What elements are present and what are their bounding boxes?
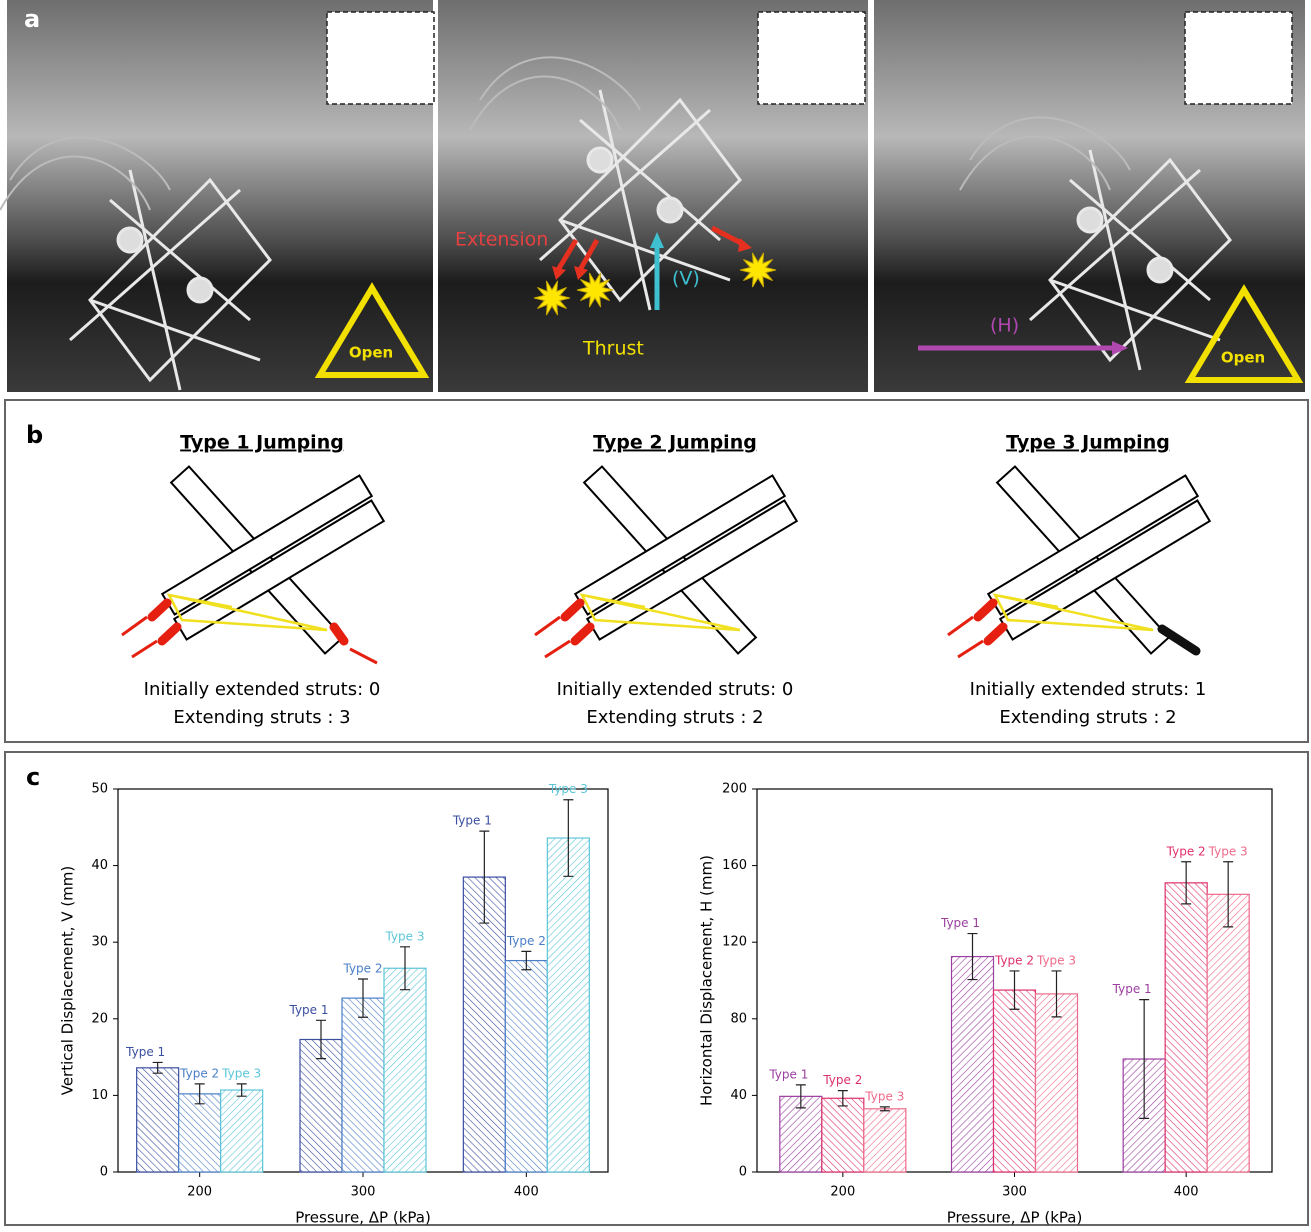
photo-panel: a Extension (V) Thrust (H) Open Open (0, 0, 1305, 392)
bar-label: Type 1 (768, 1067, 808, 1081)
bar-label: Type 1 (940, 916, 980, 930)
y-tick-label: 50 (91, 782, 108, 797)
y-tick-label: 120 (722, 935, 747, 950)
annotation: Thrust (582, 338, 644, 360)
diagram-caption: Initially extended struts: 0 (557, 679, 794, 700)
annotation: Extension (455, 229, 548, 251)
annotation: (H) (990, 315, 1019, 337)
bar-label: Type 3 (1036, 953, 1076, 967)
y-tick-label: 40 (730, 1088, 747, 1103)
y-tick-label: 0 (100, 1165, 108, 1180)
y-tick-label: 20 (91, 1011, 108, 1026)
open-label: Open (1221, 349, 1265, 367)
figure: a Extension (V) Thrust (H) Open Open b c… (0, 0, 1311, 1228)
diagram-caption: Initially extended struts: 0 (144, 679, 381, 700)
panel-label: c (26, 763, 40, 791)
bar-label: Type 3 (548, 782, 588, 796)
x-tick-label: 400 (1174, 1185, 1199, 1200)
bar-label: Type 1 (1112, 982, 1152, 996)
bar-label: Type 3 (221, 1066, 261, 1080)
y-tick-label: 80 (730, 1011, 747, 1026)
panel-label: b (26, 421, 43, 449)
bar (994, 990, 1036, 1172)
bar-label: Type 2 (342, 961, 382, 975)
bar (864, 1109, 906, 1172)
bar-label: Type 1 (288, 1003, 328, 1017)
bar-label: Type 2 (822, 1073, 862, 1087)
bar (952, 957, 994, 1172)
bar (137, 1068, 179, 1172)
annotation: (V) (672, 268, 700, 290)
bar (384, 968, 426, 1172)
bar (342, 998, 384, 1172)
diagram-caption: Extending struts : 3 (173, 707, 350, 728)
x-axis-label: Pressure, ΔP (kPa) (947, 1209, 1083, 1227)
bar-label: Type 1 (125, 1045, 165, 1059)
bar (1036, 994, 1078, 1172)
bar (300, 1039, 342, 1172)
x-tick-label: 300 (351, 1185, 376, 1200)
page: {"panel_a":{"label":"a","annotations":{"… (0, 0, 1311, 1232)
x-tick-label: 400 (514, 1185, 539, 1200)
y-tick-label: 200 (722, 782, 747, 797)
bar-label: Type 1 (452, 814, 492, 828)
x-axis-label: Pressure, ΔP (kPa) (295, 1209, 431, 1227)
bar (221, 1090, 263, 1172)
bar-label: Type 2 (1166, 844, 1206, 858)
y-axis-label: Vertical Displacement, V (mm) (59, 866, 77, 1096)
diagram-caption: Extending struts : 2 (999, 707, 1176, 728)
open-label: Open (349, 344, 393, 362)
y-tick-label: 10 (91, 1088, 108, 1103)
bar-label: Type 3 (864, 1089, 904, 1103)
diagram-caption: Extending struts : 2 (586, 707, 763, 728)
y-tick-label: 0 (739, 1165, 747, 1180)
bar-label: Type 3 (384, 929, 424, 943)
bar (822, 1098, 864, 1172)
bar-label: Type 3 (1208, 844, 1248, 858)
bar-label: Type 2 (994, 953, 1034, 967)
diagram-title: Type 3 Jumping (1006, 432, 1170, 454)
panel-label: a (24, 5, 40, 33)
y-axis-label: Horizontal Displacement, H (mm) (698, 855, 716, 1106)
bar (547, 838, 589, 1172)
bar (179, 1094, 221, 1172)
y-tick-label: 30 (91, 935, 108, 950)
bar (505, 961, 547, 1172)
y-tick-label: 160 (722, 858, 747, 873)
x-tick-label: 200 (830, 1185, 855, 1200)
bar (1165, 883, 1207, 1172)
x-tick-label: 300 (1002, 1185, 1027, 1200)
diagram-title: Type 1 Jumping (180, 432, 344, 454)
diagram-caption: Initially extended struts: 1 (970, 679, 1207, 700)
bar (1207, 894, 1249, 1172)
bar-label: Type 2 (506, 934, 546, 948)
y-tick-label: 40 (91, 858, 108, 873)
x-tick-label: 200 (187, 1185, 212, 1200)
bar-label: Type 2 (179, 1066, 219, 1080)
diagram-title: Type 2 Jumping (593, 432, 757, 454)
